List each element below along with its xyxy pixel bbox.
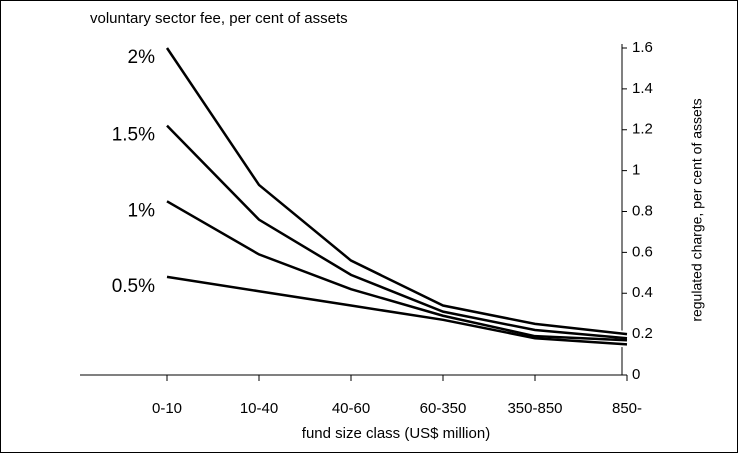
x-axis-title: fund size class (US$ million) xyxy=(302,425,490,442)
x-tick-label: 350-850 xyxy=(507,400,562,417)
line xyxy=(166,275,628,346)
x-tick-label: 0-10 xyxy=(152,400,182,417)
x-tick-label: 10-40 xyxy=(240,400,278,417)
y2-tick-label: 1.4 xyxy=(632,80,653,97)
series-label: 0.5% xyxy=(112,276,155,297)
y2-tick-label: 1.2 xyxy=(632,121,653,138)
series-label: 2% xyxy=(128,47,156,68)
y2-tick-label: 1.6 xyxy=(632,39,653,56)
series-label: 1% xyxy=(128,200,156,221)
y2-tick-label: 0.4 xyxy=(632,284,653,301)
y2-tick-label: 0.2 xyxy=(632,325,653,342)
line xyxy=(165,47,628,336)
y2-tick-label: 0.8 xyxy=(632,202,653,219)
line xyxy=(166,124,628,340)
x-tick-label: 60-350 xyxy=(420,400,467,417)
chart-title: voluntary sector fee, per cent of assets xyxy=(90,10,348,27)
y2-tick-label: 0.6 xyxy=(632,243,653,260)
x-tick-label: 40-60 xyxy=(332,400,370,417)
line xyxy=(166,200,628,342)
x-tick-label: 850- xyxy=(612,400,642,417)
y2-tick-label: 0 xyxy=(632,366,640,383)
y2-tick-label: 1 xyxy=(632,162,640,179)
series-label: 1.5% xyxy=(112,125,155,146)
y2-axis-title: regulated charge, per cent of assets xyxy=(689,98,705,321)
